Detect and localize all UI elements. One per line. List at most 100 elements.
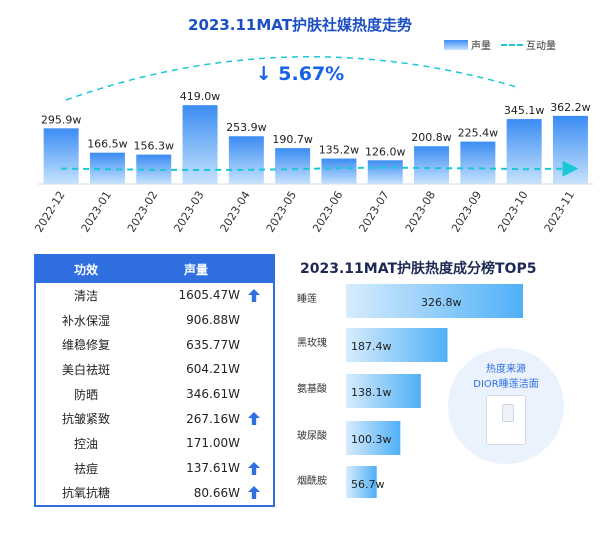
effect-cell: 防晒 — [73, 387, 98, 402]
change-percentage: ↓ 5.67% — [255, 63, 345, 85]
legend-label-interaction: 互动量 — [526, 41, 556, 52]
bar-label-2023-04: 253.9w — [226, 121, 267, 134]
bar-2023-03 — [182, 105, 218, 184]
rank-bar-4 — [346, 421, 401, 455]
volume-cell: 604.21W — [186, 362, 240, 377]
table-row: 美白祛斑 604.21W — [36, 357, 273, 382]
bar-2023-09 — [460, 141, 496, 184]
bar-label-2022-12: 295.9w — [41, 113, 82, 126]
bar-label-2023-03: 419.0w — [180, 90, 221, 103]
ranking-title: 2023.11MAT护肤热度成分榜TOP5 — [300, 261, 537, 277]
rank-value-5: 56.7w — [351, 478, 385, 491]
table-row: 抗皱紧致 267.16W — [36, 406, 273, 431]
bar-label-2023-11: 362.2w — [550, 101, 591, 114]
bar-2023-11 — [552, 115, 588, 184]
volume-cell: 635.77W — [186, 337, 240, 352]
x-tick-2023-02: 2023-02 — [125, 189, 160, 235]
up-arrow-icon — [240, 288, 268, 302]
trend-arc — [65, 56, 521, 101]
up-arrow-icon — [240, 486, 268, 500]
effect-cell: 控油 — [73, 436, 98, 451]
volume-cell: 346.61W — [186, 387, 240, 402]
table-body: 清洁 1605.47W 补水保湿 906.88W 维稳修复 635.77W 美白祛斑 604.… — [36, 283, 273, 505]
trend-chart: 295.9w 2022-12 166.5w 2023-01 156.3w 2023-02 4… — [32, 56, 594, 235]
effect-cell: 抗皱紧致 — [61, 412, 110, 427]
up-arrow-icon — [240, 412, 268, 426]
x-tick-2023-07: 2023-07 — [356, 189, 391, 235]
chart-legend: 声量 互动量 — [444, 37, 556, 52]
product-image — [486, 395, 526, 445]
interaction-trend-line — [61, 160, 579, 177]
bar-label-2023-07: 126.0w — [365, 145, 406, 158]
rank-bar-1 — [346, 284, 523, 318]
volume-cell: 80.66W — [193, 485, 240, 500]
x-tick-2023-11: 2023-11 — [542, 189, 577, 235]
bar-label-2023-06: 135.2w — [319, 144, 360, 157]
callout-heading: 热度来源 — [486, 364, 526, 375]
bar-label-2023-10: 345.1w — [504, 104, 545, 117]
ranking-chart: 睡莲 326.8w 黑玫瑰 187.4w 氨基酸 138.1w 玻尿酸 100.3w 烟酰胺 56… — [297, 284, 523, 498]
table-row: 控油 171.00W — [36, 431, 273, 456]
bar-label-2023-02: 156.3w — [134, 140, 175, 153]
chart-title: 2023.11MAT护肤社媒热度走势 — [188, 16, 412, 34]
rank-category-2: 黑玫瑰 — [297, 336, 327, 349]
bar-2023-08 — [414, 146, 450, 184]
effect-cell: 祛痘 — [73, 461, 98, 476]
bar-label-2023-01: 166.5w — [87, 138, 128, 151]
x-tick-2023-09: 2023-09 — [449, 189, 484, 235]
table-row: 补水保湿 906.88W — [36, 308, 273, 333]
volume-cell: 137.61W — [186, 461, 240, 476]
effect-cell: 补水保湿 — [61, 313, 110, 328]
bar-label-2023-08: 200.8w — [411, 131, 452, 144]
rank-bar-2 — [346, 328, 448, 362]
bar-2023-06 — [321, 158, 357, 184]
x-tick-2023-04: 2023-04 — [218, 189, 253, 235]
rank-bar-5 — [346, 466, 377, 498]
x-tick-2023-10: 2023-10 — [495, 189, 530, 235]
table-row: 防晒 346.61W — [36, 382, 273, 407]
header-effect: 功效 — [73, 263, 98, 277]
bar-2023-10 — [506, 119, 542, 184]
volume-cell: 267.16W — [186, 411, 240, 426]
bar-2023-04 — [228, 136, 264, 184]
x-tick-2023-08: 2023-08 — [403, 189, 438, 235]
effect-cell: 美白祛斑 — [61, 362, 110, 377]
volume-cell: 1605.47W — [178, 288, 241, 303]
bar-2022-12 — [43, 128, 79, 184]
volume-cell: 171.00W — [186, 436, 240, 451]
table-row: 抗氧抗糖 80.66W — [36, 481, 273, 506]
rank-value-4: 100.3w — [351, 433, 392, 446]
table-header: 功效 声量 — [36, 256, 273, 283]
rank-value-1: 326.8w — [421, 296, 462, 309]
x-tick-2023-03: 2023-03 — [171, 189, 206, 235]
x-tick-2023-05: 2023-05 — [264, 189, 299, 235]
table-row: 祛痘 137.61W — [36, 456, 273, 481]
effect-cell: 抗氧抗糖 — [61, 486, 110, 501]
efficacy-table: 功效 声量 清洁 1605.47W 补水保湿 906.88W 维稳修复 635.77W 美白… — [34, 254, 275, 507]
rank-category-1: 睡莲 — [297, 292, 317, 305]
table-row: 维稳修复 635.77W — [36, 332, 273, 357]
rank-category-4: 玻尿酸 — [297, 429, 327, 442]
effect-cell: 维稳修复 — [61, 338, 110, 353]
rank-bar-3 — [346, 374, 421, 408]
legend-label-volume: 声量 — [471, 41, 491, 52]
callout-product-name: DIOR睡莲洁面 — [473, 379, 539, 390]
x-tick-2023-06: 2023-06 — [310, 189, 345, 235]
bar-label-2023-05: 190.7w — [272, 133, 313, 146]
rank-category-3: 氨基酸 — [297, 382, 327, 395]
legend-swatch-interaction — [501, 43, 523, 46]
source-callout: 热度来源 DIOR睡莲洁面 — [448, 348, 564, 464]
up-arrow-icon — [240, 461, 268, 475]
legend-swatch-volume — [444, 39, 468, 50]
bar-2023-05 — [275, 148, 311, 184]
bar-2023-07 — [367, 160, 403, 184]
rank-value-3: 138.1w — [351, 386, 392, 399]
x-tick-2022-12: 2022-12 — [32, 189, 67, 235]
bar-label-2023-09: 225.4w — [458, 127, 499, 140]
rank-value-2: 187.4w — [351, 340, 392, 353]
header-volume: 声量 — [184, 263, 209, 277]
table-row: 清洁 1605.47W — [36, 283, 273, 308]
x-tick-2023-01: 2023-01 — [79, 189, 114, 235]
effect-cell: 清洁 — [73, 288, 98, 303]
volume-cell: 906.88W — [186, 313, 240, 328]
